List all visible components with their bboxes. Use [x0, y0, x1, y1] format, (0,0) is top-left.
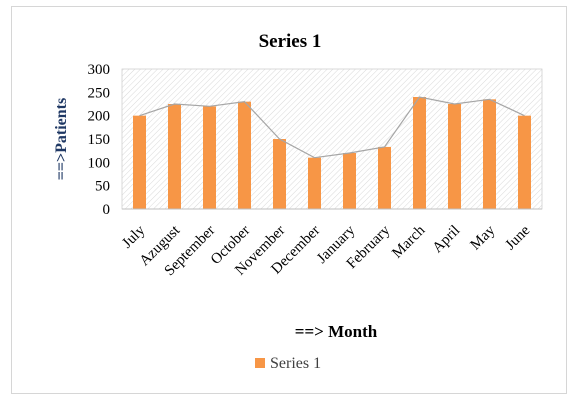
plot-area	[121, 68, 543, 210]
bar-december	[308, 157, 321, 209]
bars-group	[133, 97, 531, 209]
bar-march	[413, 97, 426, 209]
bar-may	[483, 99, 496, 209]
trend-line-group	[139, 96, 525, 159]
x-tick-label: May	[468, 222, 499, 253]
legend-swatch	[255, 358, 265, 368]
bar-january	[343, 153, 356, 209]
y-tick-label: 50	[95, 179, 110, 195]
y-tick-label: 300	[88, 62, 111, 78]
y-tick-label: 250	[88, 85, 111, 101]
y-tick-label: 0	[103, 202, 111, 218]
bar-azugust	[168, 104, 181, 209]
bar-june	[518, 115, 531, 209]
bar-february	[378, 146, 391, 209]
x-tick-label: April	[430, 223, 464, 257]
bar-november	[273, 139, 286, 209]
bar-september	[203, 106, 216, 209]
bar-july	[133, 115, 146, 209]
bar-april	[448, 104, 461, 209]
y-axis-label: ==>Patients	[53, 98, 70, 180]
x-axis-label: ==> Month	[295, 322, 378, 341]
y-axis-ticks: 0 50 100 150 200 250 300	[88, 62, 111, 218]
x-tick-label: June	[503, 222, 534, 253]
x-tick-label: March	[389, 222, 428, 261]
bar-october	[238, 101, 251, 209]
x-axis-ticks: JulyAzugustSeptemberOctoberNovemberDecem…	[119, 222, 533, 279]
y-tick-label: 200	[88, 109, 111, 125]
legend-label: Series 1	[270, 355, 321, 372]
legend: Series 1	[255, 355, 321, 372]
y-tick-label: 150	[88, 132, 111, 148]
series-trend-line	[139, 96, 525, 159]
chart-title: Series 1	[259, 31, 322, 52]
y-tick-label: 100	[88, 155, 111, 171]
x-tick-label: July	[119, 222, 148, 251]
